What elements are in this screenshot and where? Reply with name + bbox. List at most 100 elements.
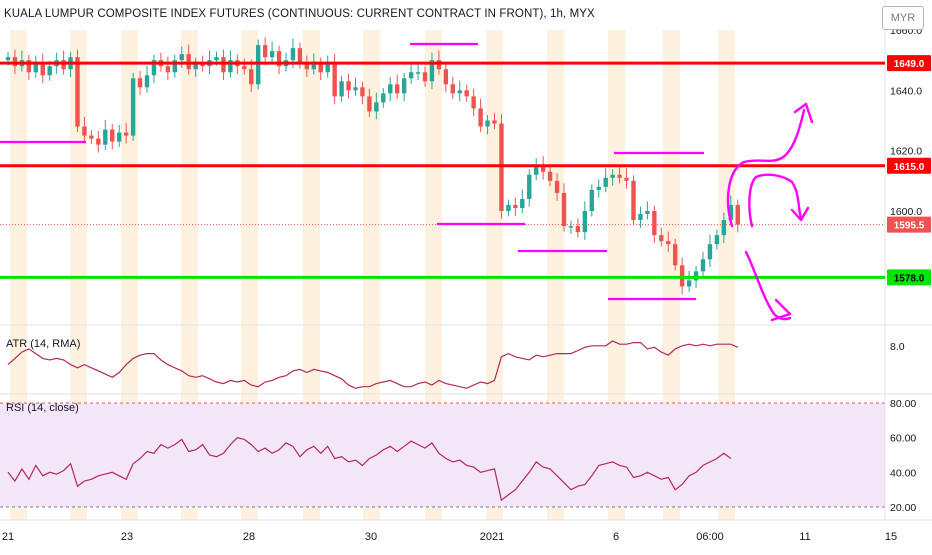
- session-stripe: [181, 30, 198, 520]
- candle-body: [693, 271, 699, 281]
- candle-body: [714, 235, 720, 245]
- candle-body: [353, 87, 358, 91]
- candle-body: [304, 63, 310, 70]
- time-axis-tick: 21: [2, 531, 14, 543]
- candle-body: [130, 78, 136, 136]
- candle-body: [214, 57, 219, 61]
- candle-body: [735, 204, 740, 225]
- time-axis-tick: 2021: [480, 531, 504, 543]
- candle-body: [165, 66, 171, 73]
- drawn-arrow-annotation[interactable]: [748, 173, 803, 228]
- time-axis-tick: 11: [799, 531, 810, 543]
- candle-body: [221, 57, 226, 73]
- candle-body: [137, 78, 143, 88]
- level-price-tag: [887, 269, 931, 286]
- session-stripe: [547, 30, 564, 520]
- candle-body: [527, 174, 532, 199]
- candle-body: [318, 63, 323, 73]
- drawn-arrow-annotation[interactable]: [726, 108, 806, 228]
- level-price-label: 1649.0: [894, 59, 925, 70]
- last-price-label: 1595.5: [894, 221, 925, 232]
- candle-body: [290, 48, 296, 61]
- candle-body: [652, 211, 657, 236]
- drawn-arrow-annotation[interactable]: [770, 298, 792, 322]
- candle-body: [464, 90, 469, 97]
- level-price-label: 1615.0: [894, 162, 925, 173]
- candle-body: [457, 90, 462, 94]
- rsi-axis-tick: 40.00: [890, 467, 916, 479]
- candle-body: [575, 226, 581, 233]
- candle-body: [478, 108, 483, 127]
- candle-body: [506, 204, 511, 211]
- candle-body: [540, 165, 546, 172]
- candle-body: [700, 259, 706, 272]
- drawn-arrow-annotation[interactable]: [790, 206, 810, 222]
- candle-body: [520, 198, 525, 208]
- price-axis-tick: 1620.0: [890, 146, 922, 158]
- candle-body: [381, 93, 386, 103]
- candle-body: [492, 120, 497, 124]
- candle-body: [673, 244, 678, 266]
- candle-body: [534, 165, 539, 175]
- candle-body: [443, 69, 449, 85]
- candle-body: [374, 102, 379, 112]
- candle-body: [5, 57, 11, 61]
- candle-body: [666, 241, 671, 245]
- chart-title: KUALA LUMPUR COMPOSITE INDEX FUTURES (CO…: [4, 8, 595, 20]
- candle-body: [346, 81, 351, 91]
- rsi-axis-tick: 20.00: [890, 502, 916, 514]
- candle-body: [360, 87, 365, 97]
- candle-body: [408, 72, 414, 79]
- session-stripe: [241, 30, 258, 520]
- atr-axis-tick: 8.0: [890, 341, 905, 353]
- rsi-series-line: [7, 437, 732, 502]
- candle-body: [186, 54, 191, 70]
- candle-body: [40, 63, 45, 76]
- candle-body: [415, 72, 421, 74]
- candle-body: [172, 60, 177, 73]
- candle-body: [422, 72, 428, 82]
- drawn-arrow-annotation[interactable]: [744, 250, 792, 321]
- level-price-tag: [887, 55, 931, 72]
- candle-body: [568, 226, 574, 228]
- time-axis-tick: 6: [613, 531, 619, 543]
- candle-body: [596, 186, 601, 190]
- drawn-arrow-annotation[interactable]: [793, 102, 814, 124]
- candle-body: [624, 177, 629, 181]
- candle-body: [33, 63, 38, 73]
- candle-body: [686, 280, 692, 287]
- price-axis-tick: 1640.0: [890, 85, 922, 97]
- candle-body: [193, 63, 198, 70]
- time-axis-tick: 06:00: [696, 531, 724, 543]
- session-stripe: [10, 30, 27, 520]
- candle-body: [721, 220, 727, 236]
- session-stripe: [303, 30, 320, 520]
- candle-body: [144, 75, 150, 88]
- candle-body: [96, 138, 101, 145]
- candle-body: [89, 135, 94, 139]
- last-price-tag: [887, 216, 931, 233]
- candle-body: [47, 66, 52, 76]
- candle-body: [123, 132, 129, 136]
- candle-body: [276, 51, 282, 67]
- candle-body: [561, 192, 567, 227]
- time-axis-tick: 15: [885, 531, 897, 543]
- candle-body: [395, 84, 400, 94]
- session-stripe: [121, 30, 138, 520]
- candle-body: [499, 123, 504, 211]
- candle-body: [638, 214, 643, 221]
- atr-series-line: [7, 340, 739, 389]
- candle-body: [610, 174, 615, 178]
- candle-body: [117, 132, 122, 142]
- candle-body: [200, 63, 205, 67]
- currency-button[interactable]: MYR: [882, 6, 924, 30]
- session-stripe: [425, 30, 442, 520]
- price-axis-tick: 1600.0: [890, 206, 922, 218]
- candle-body: [228, 60, 233, 73]
- atr-label: ATR (14, RMA): [6, 338, 81, 350]
- candle-body: [26, 60, 32, 73]
- candle-body: [485, 120, 490, 127]
- candle-body: [367, 96, 372, 112]
